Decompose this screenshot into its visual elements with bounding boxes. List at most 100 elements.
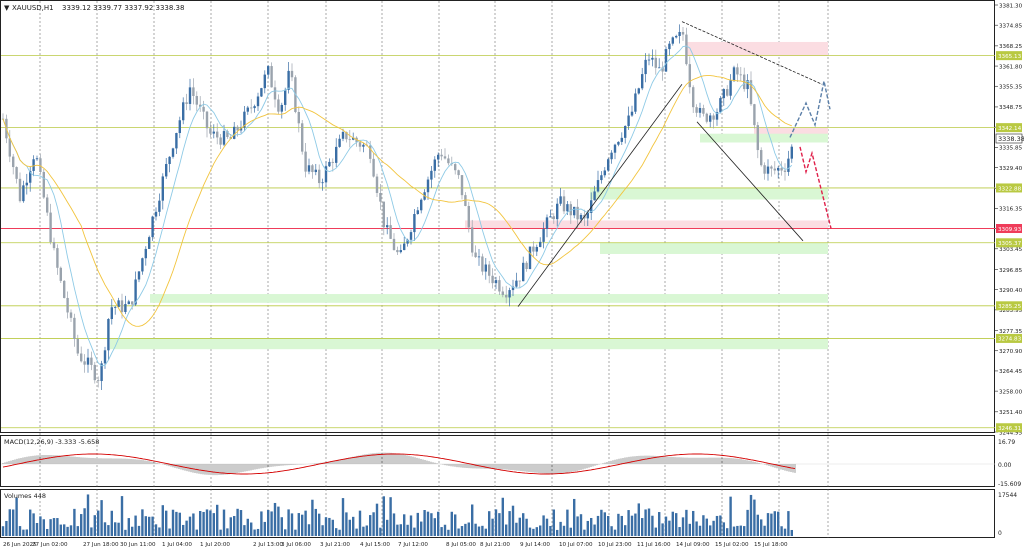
volume-bars (1, 494, 793, 536)
candle-body (566, 204, 569, 212)
volume-bar (188, 516, 192, 536)
volume-bar (416, 512, 419, 536)
volume-bar (80, 514, 83, 536)
volume-bar (719, 515, 722, 536)
candle-body (508, 290, 511, 298)
level-label-text: 3285.25 (998, 304, 1022, 310)
candle-body (715, 112, 719, 120)
volume-bar (46, 528, 49, 536)
volume-bar (433, 518, 436, 536)
chart-collapse-icon[interactable]: ▼ (4, 4, 10, 12)
time-tick-label: 14 Jul 09:00 (676, 542, 710, 548)
candle-body (460, 175, 464, 196)
time-tick-label: 10 Jul 23:00 (598, 542, 632, 548)
candle-body (525, 262, 528, 270)
volume-bar (236, 508, 239, 536)
candle-body (413, 213, 416, 233)
volume-bar (522, 513, 525, 536)
volume-bar (443, 524, 447, 536)
candle-body (335, 146, 338, 163)
volume-bar (348, 519, 351, 536)
volume-bar (399, 524, 402, 536)
volume-bar (583, 529, 586, 536)
candle-body (484, 264, 487, 272)
candle-body (477, 256, 481, 258)
volume-bar (471, 504, 474, 536)
candle-body (304, 151, 307, 172)
candle-body (501, 291, 504, 296)
volume-bar (423, 510, 426, 536)
candle-body (787, 158, 790, 172)
candle-body (389, 225, 392, 239)
candle-body (474, 252, 477, 258)
volume-bar (311, 499, 314, 536)
volume-bar (780, 526, 783, 536)
candle-body (440, 154, 443, 157)
level-label-text: 3342.14 (998, 126, 1022, 132)
candle-body (314, 169, 317, 173)
candle-body (586, 212, 589, 219)
candle-body (471, 227, 474, 253)
volume-bar (630, 515, 634, 536)
macd-tick-top: 16.79 (998, 439, 1015, 446)
volume-bar (25, 529, 28, 536)
level-label-box (996, 301, 1022, 311)
candle-body (488, 264, 491, 276)
volume-bar (86, 494, 90, 536)
volume-bar (484, 528, 487, 536)
candle-body (178, 120, 181, 134)
volume-bar (668, 520, 671, 536)
volume-bar (658, 512, 661, 536)
candle-body (331, 161, 334, 163)
volume-bar (440, 527, 443, 536)
volume-bar (586, 520, 589, 536)
volume-bar (365, 525, 368, 536)
candle-body (406, 239, 409, 244)
candle-body (256, 96, 260, 107)
level-labels: 3365.13 3342.14 3322.88 3309.93 3305.37 3285.… (996, 51, 1022, 433)
volume-bar (284, 529, 287, 536)
volume-bar (620, 515, 623, 536)
candle-body (698, 108, 702, 113)
zone-band (686, 41, 828, 56)
volume-bar (134, 515, 137, 536)
volume-bar (63, 524, 66, 536)
volume-bar (15, 497, 18, 536)
volume-bar (362, 526, 365, 536)
volume-bar (127, 518, 130, 536)
candle-body (498, 280, 501, 292)
volume-bar (369, 515, 372, 536)
candle-body (12, 156, 15, 168)
trend-drawings[interactable] (517, 21, 832, 307)
volume-bar (246, 518, 249, 536)
candle-body (168, 156, 171, 165)
price-tick-label: 3348.75 (999, 105, 1023, 111)
candle-body (185, 102, 188, 104)
candle-body (69, 312, 73, 318)
volume-bar (753, 499, 756, 536)
candle-body (131, 301, 134, 305)
candle-body (29, 170, 32, 183)
time-tick-label: 26 Jun 2025 (3, 542, 37, 548)
candle-body (675, 35, 678, 38)
volume-bar (430, 513, 433, 536)
candle-body (522, 262, 525, 282)
candle-body (596, 180, 600, 192)
volume-bar (338, 529, 341, 536)
candle-body (695, 107, 698, 113)
candle-body (202, 106, 205, 112)
volume-bar (481, 525, 484, 536)
level-label-text: 3365.13 (998, 54, 1022, 60)
volume-bar (144, 516, 147, 536)
volume-bar (770, 513, 773, 536)
candle-body (369, 145, 372, 159)
candle-body (600, 175, 603, 181)
candle-body (46, 197, 49, 213)
candle-body (324, 166, 328, 183)
volume-bar (110, 510, 113, 536)
price-candles (1, 24, 793, 391)
candle-body (593, 191, 596, 201)
candle-body (610, 152, 613, 160)
